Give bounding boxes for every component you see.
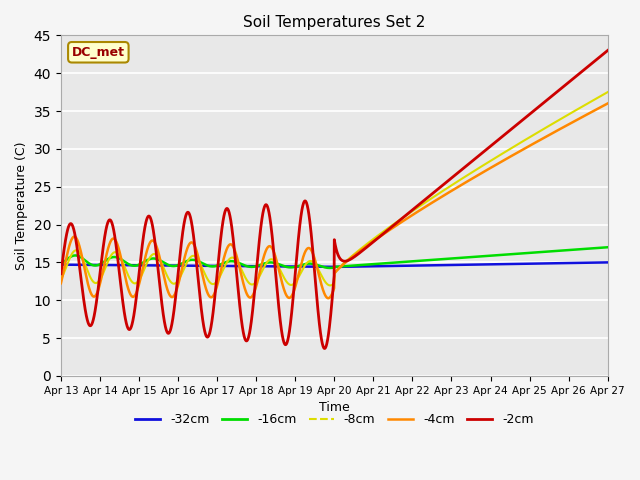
-4cm [604,101,612,107]
-4cm [101,258,109,264]
-16cm [57,261,65,267]
-16cm [326,265,334,271]
-2cm [326,313,334,319]
-8cm [57,276,65,282]
-4cm [387,227,394,232]
-32cm [57,262,65,267]
Legend: -32cm, -16cm, -8cm, -4cm, -2cm: -32cm, -16cm, -8cm, -4cm, -2cm [130,408,538,431]
-4cm [243,290,250,296]
Line: -8cm: -8cm [61,92,608,286]
Y-axis label: Soil Temperature (C): Soil Temperature (C) [15,142,28,270]
-8cm [387,224,394,229]
-2cm [57,271,65,276]
-32cm [326,264,334,270]
-2cm [243,338,250,344]
Text: DC_met: DC_met [72,46,125,59]
-8cm [240,272,248,278]
-32cm [243,264,250,269]
-4cm [591,108,598,113]
-32cm [240,264,248,269]
Line: -4cm: -4cm [61,104,608,298]
-4cm [324,295,332,301]
Line: -32cm: -32cm [61,263,608,267]
-4cm [326,294,334,300]
-2cm [591,58,598,64]
-16cm [326,265,333,271]
-32cm [330,264,338,270]
-16cm [240,262,248,268]
-16cm [604,244,612,250]
-16cm [591,245,598,251]
-8cm [591,96,598,102]
-2cm [240,333,248,338]
X-axis label: Time: Time [319,401,349,414]
-32cm [591,260,598,265]
-4cm [57,280,65,286]
-8cm [101,265,109,271]
-32cm [604,260,612,265]
Title: Soil Temperatures Set 2: Soil Temperatures Set 2 [243,15,426,30]
-4cm [240,283,248,288]
-8cm [326,283,334,288]
-16cm [387,260,394,266]
-32cm [387,263,394,269]
-8cm [243,276,250,282]
-2cm [321,346,328,351]
-2cm [604,48,612,53]
Line: -2cm: -2cm [61,50,608,348]
-2cm [387,225,394,231]
-8cm [604,89,612,95]
Line: -16cm: -16cm [61,247,608,268]
-32cm [101,262,109,268]
-8cm [326,283,334,288]
-16cm [243,263,250,269]
-16cm [101,258,109,264]
-2cm [101,231,109,237]
